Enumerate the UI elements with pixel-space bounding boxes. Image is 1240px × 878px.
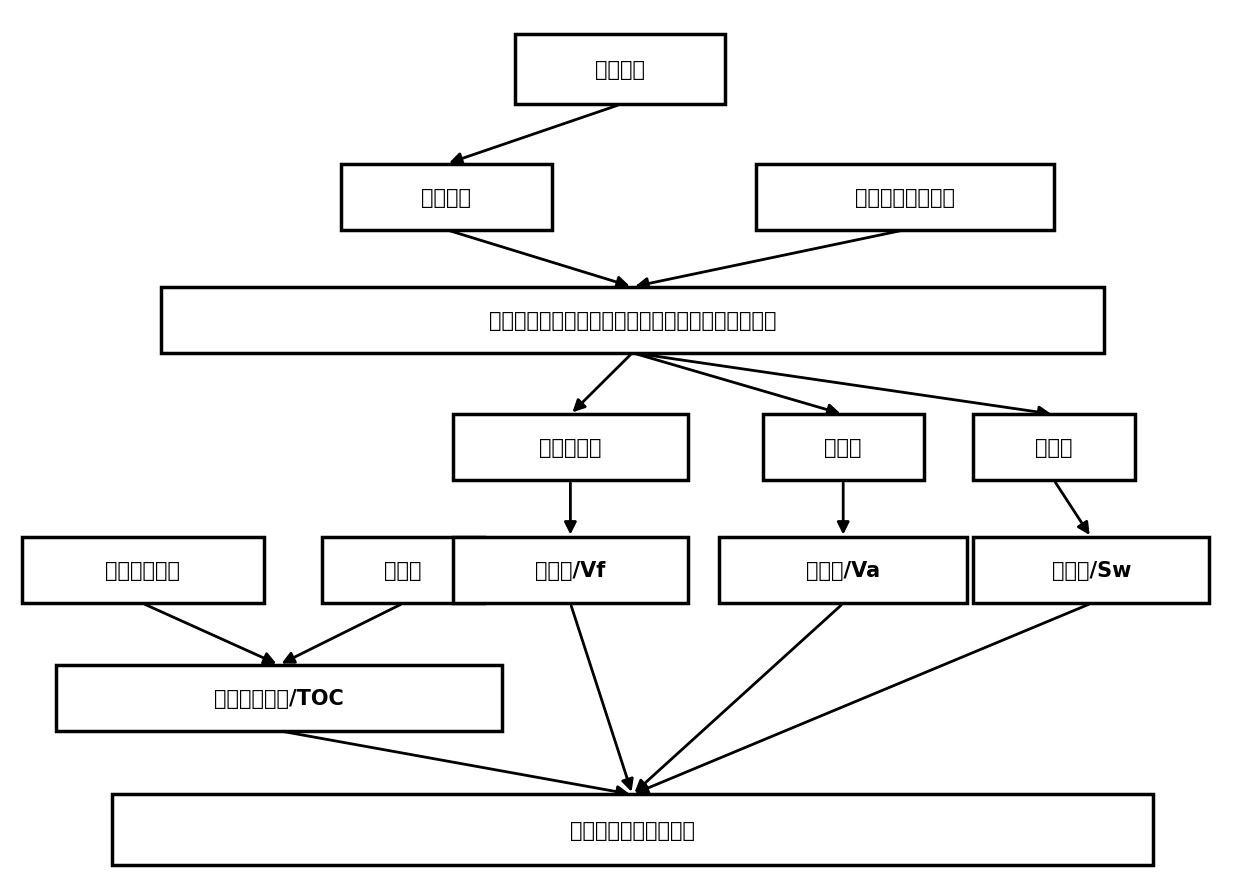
Text: 饱和度/Sw: 饱和度/Sw [1052,561,1131,580]
Text: 干酪根体积: 干酪根体积 [539,438,601,457]
Bar [515,35,725,105]
Bar [56,666,502,730]
Bar [453,415,688,481]
Bar [453,537,688,604]
Text: 页岩地层地质甜点评价: 页岩地层地质甜点评价 [570,820,694,839]
Text: 声波、电阻率: 声波、电阻率 [105,561,180,580]
Bar [322,537,484,604]
Text: 元素测井: 元素测井 [595,61,645,80]
Bar [22,537,263,604]
Bar [341,165,552,230]
Text: 声波、中子、密度: 声波、中子、密度 [856,188,955,207]
Bar [161,288,1104,353]
Bar [112,795,1153,865]
Bar [973,537,1209,604]
Text: 吸附气/Vf: 吸附气/Vf [536,561,605,580]
Text: 气孔隙: 气孔隙 [825,438,862,457]
Text: 总有机质含量/TOC: 总有机质含量/TOC [215,688,343,708]
Bar [973,415,1135,481]
Text: 水孔隙: 水孔隙 [1035,438,1073,457]
Text: 优化出矿物体积、干酪根、含气孔隙和含水孔隙含量: 优化出矿物体积、干酪根、含气孔隙和含水孔隙含量 [489,311,776,330]
Text: 成熟度: 成熟度 [384,561,422,580]
Text: 矿物质量: 矿物质量 [422,188,471,207]
Text: 自由气/Va: 自由气/Va [806,561,880,580]
Bar [719,537,967,604]
Bar [763,415,924,481]
Bar [756,165,1054,230]
